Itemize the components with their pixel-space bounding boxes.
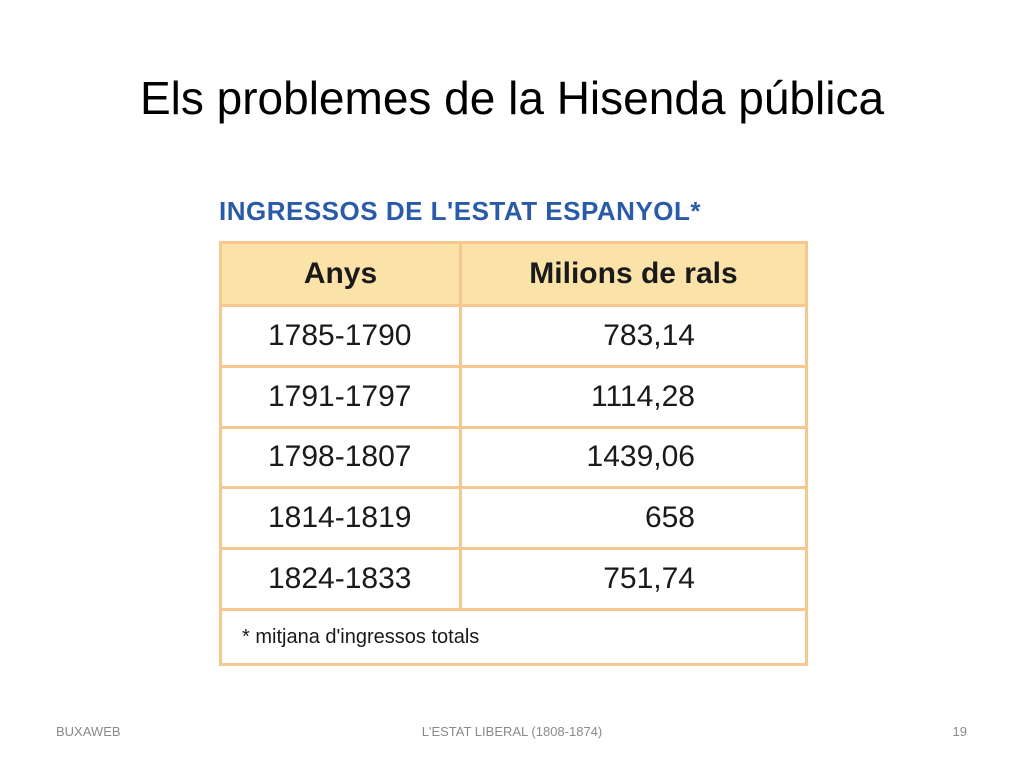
cell-years: 1824-1833 <box>219 547 462 611</box>
slide-number: 19 <box>952 724 967 739</box>
cell-value: 783,14 <box>459 304 808 368</box>
cell-value: 658 <box>459 486 808 551</box>
cell-years: 1791-1797 <box>219 364 462 429</box>
cell-value: 1439,06 <box>459 425 808 490</box>
cell-value: 1114,28 <box>459 364 808 429</box>
table-row: 1791-1797 1114,28 <box>219 364 808 429</box>
income-table: Anys Milions de rals 1785-1790 783,14 17… <box>219 241 808 666</box>
slide-title: Els problemes de la Hisenda pública <box>139 72 885 124</box>
table-footnote: * mitjana d'ingressos totals <box>219 608 808 666</box>
table-caption: INGRESSOS DE L'ESTAT ESPANYOL* <box>219 196 702 226</box>
column-header-years: Anys <box>219 241 462 307</box>
column-header-millions: Milions de rals <box>459 241 808 307</box>
table-footnote-row: * mitjana d'ingressos totals <box>219 608 808 666</box>
cell-years: 1798-1807 <box>219 425 462 490</box>
footer-author: BUXAWEB <box>56 724 121 739</box>
table-row: 1785-1790 783,14 <box>219 304 808 368</box>
footer-topic: L'ESTAT LIBERAL (1808-1874) <box>421 724 603 739</box>
cell-years: 1785-1790 <box>219 304 462 368</box>
table-header-row: Anys Milions de rals <box>219 241 808 307</box>
cell-value: 751,74 <box>459 547 808 611</box>
cell-years: 1814-1819 <box>219 486 462 551</box>
table-row: 1798-1807 1439,06 <box>219 425 808 490</box>
table-row: 1814-1819 658 <box>219 486 808 551</box>
table-row: 1824-1833 751,74 <box>219 547 808 611</box>
